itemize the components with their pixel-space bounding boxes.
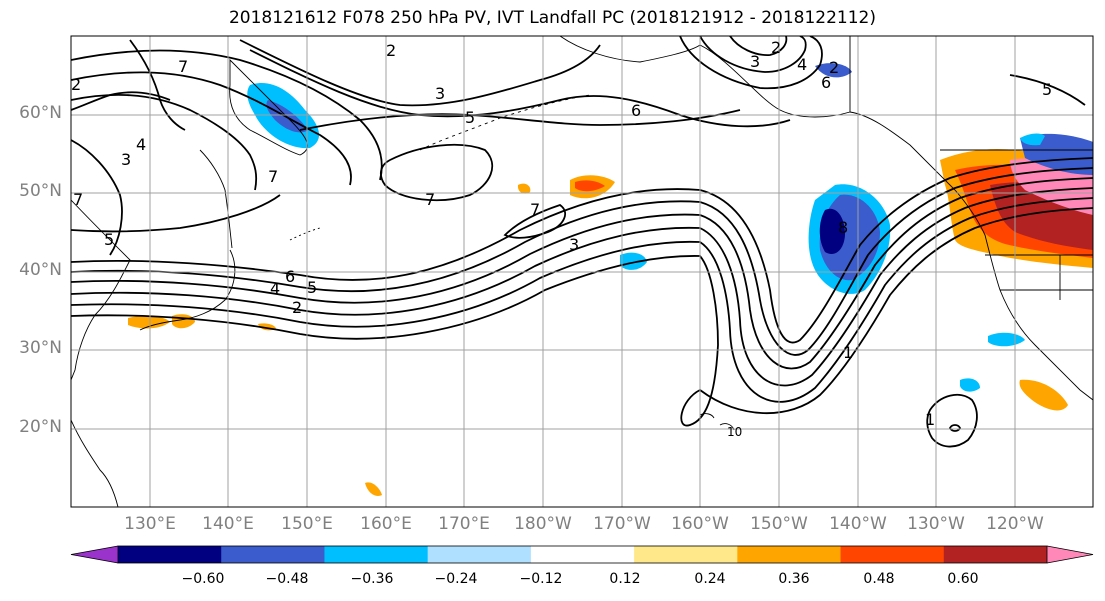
colorbar-segment xyxy=(427,546,532,563)
contour-label: 1 xyxy=(925,410,935,429)
map-frame xyxy=(70,35,1094,508)
contour-label: 8 xyxy=(838,218,848,237)
contour-label: 1 xyxy=(843,343,853,362)
contour-label: 7 xyxy=(530,200,540,219)
colorbar-tick: 0.24 xyxy=(694,571,726,587)
colorbar-tick: 0.48 xyxy=(863,571,895,587)
contour-label: 3 xyxy=(569,235,579,254)
colorbar-tick: 0.12 xyxy=(609,571,641,587)
colorbar-right-extend xyxy=(1046,545,1094,564)
contour-label: 5 xyxy=(465,108,475,127)
contour-label: 2 xyxy=(771,38,781,57)
lon-label-150w: 150°W xyxy=(750,514,808,534)
contour-label: 2 xyxy=(386,41,396,60)
contour-label: 4 xyxy=(270,279,280,298)
colorbar-tick: 0.36 xyxy=(778,571,810,587)
contour-label: 10 xyxy=(727,425,742,439)
colorbar-segment xyxy=(943,546,1048,563)
lat-label-40n: 40°N xyxy=(19,260,62,280)
contour-label: 2 xyxy=(292,298,302,317)
contour-label: 3 xyxy=(435,84,445,103)
colorbar-segment xyxy=(634,546,738,563)
lat-label-60n: 60°N xyxy=(19,103,62,123)
colorbar-tick: 0.60 xyxy=(947,571,979,587)
graticule xyxy=(71,36,1093,507)
contour-label: 7 xyxy=(268,167,278,186)
colorbar-segment xyxy=(1047,546,1093,563)
lon-label-140e: 140°E xyxy=(202,514,254,534)
contour-label: 7 xyxy=(178,57,188,76)
map-title: 2018121612 F078 250 hPa PV, IVT Landfall… xyxy=(228,8,876,28)
contour-label: 3 xyxy=(121,150,131,169)
pv-contours xyxy=(71,36,1093,448)
contour-labels: 7 2 2 3 3 2 4 6 7 5 6 4 3 7 7 7 3 5 6 5 … xyxy=(71,38,1052,439)
colorbar-segment xyxy=(530,546,635,563)
colorbar-left-extend xyxy=(70,545,119,564)
lon-label-170e: 170°E xyxy=(438,514,490,534)
lon-label-160e: 160°E xyxy=(360,514,412,534)
colorbar-segment xyxy=(71,546,118,563)
contour-label: 7 xyxy=(425,190,435,209)
lon-label-120w: 120°W xyxy=(986,514,1044,534)
colorbar-segment xyxy=(221,546,325,563)
colorbar-tick: −0.48 xyxy=(265,571,309,587)
contour-label: 6 xyxy=(631,101,641,120)
contour-label: 4 xyxy=(136,135,146,154)
contour-label: 5 xyxy=(307,278,317,297)
contour-label: 2 xyxy=(829,58,839,77)
lat-label-50n: 50°N xyxy=(19,181,62,201)
lon-label-170w: 170°W xyxy=(593,514,651,534)
colorbar-frame xyxy=(117,545,1048,564)
lon-label-160w: 160°W xyxy=(671,514,729,534)
lon-label-180w: 180°W xyxy=(514,514,572,534)
lon-label-150e: 150°E xyxy=(281,514,333,534)
colorbar-segment xyxy=(118,546,222,563)
colorbar-tick: −0.36 xyxy=(350,571,394,587)
lon-label-130e: 130°E xyxy=(124,514,176,534)
contour-label: 7 xyxy=(73,190,83,209)
lon-label-130w: 130°W xyxy=(907,514,965,534)
colorbar-tick: −0.12 xyxy=(519,571,563,587)
colorbar-tick: −0.24 xyxy=(434,571,478,587)
contour-label: 3 xyxy=(750,52,760,71)
colorbar-segments xyxy=(71,546,1093,563)
coastlines xyxy=(71,36,1093,507)
contour-label: 6 xyxy=(821,73,831,92)
lat-label-20n: 20°N xyxy=(19,417,62,437)
contour-label: 5 xyxy=(1042,80,1052,99)
lon-label-140w: 140°W xyxy=(829,514,887,534)
colorbar-segment xyxy=(737,546,842,563)
contour-label: 5 xyxy=(104,230,114,249)
lat-label-30n: 30°N xyxy=(19,338,62,358)
contour-label: 2 xyxy=(71,75,81,94)
contour-label: 6 xyxy=(285,267,295,286)
colorbar-segment xyxy=(324,546,429,563)
contour-label: 4 xyxy=(797,55,807,74)
colorbar-segment xyxy=(840,546,945,563)
colorbar-tick: −0.60 xyxy=(181,571,225,587)
